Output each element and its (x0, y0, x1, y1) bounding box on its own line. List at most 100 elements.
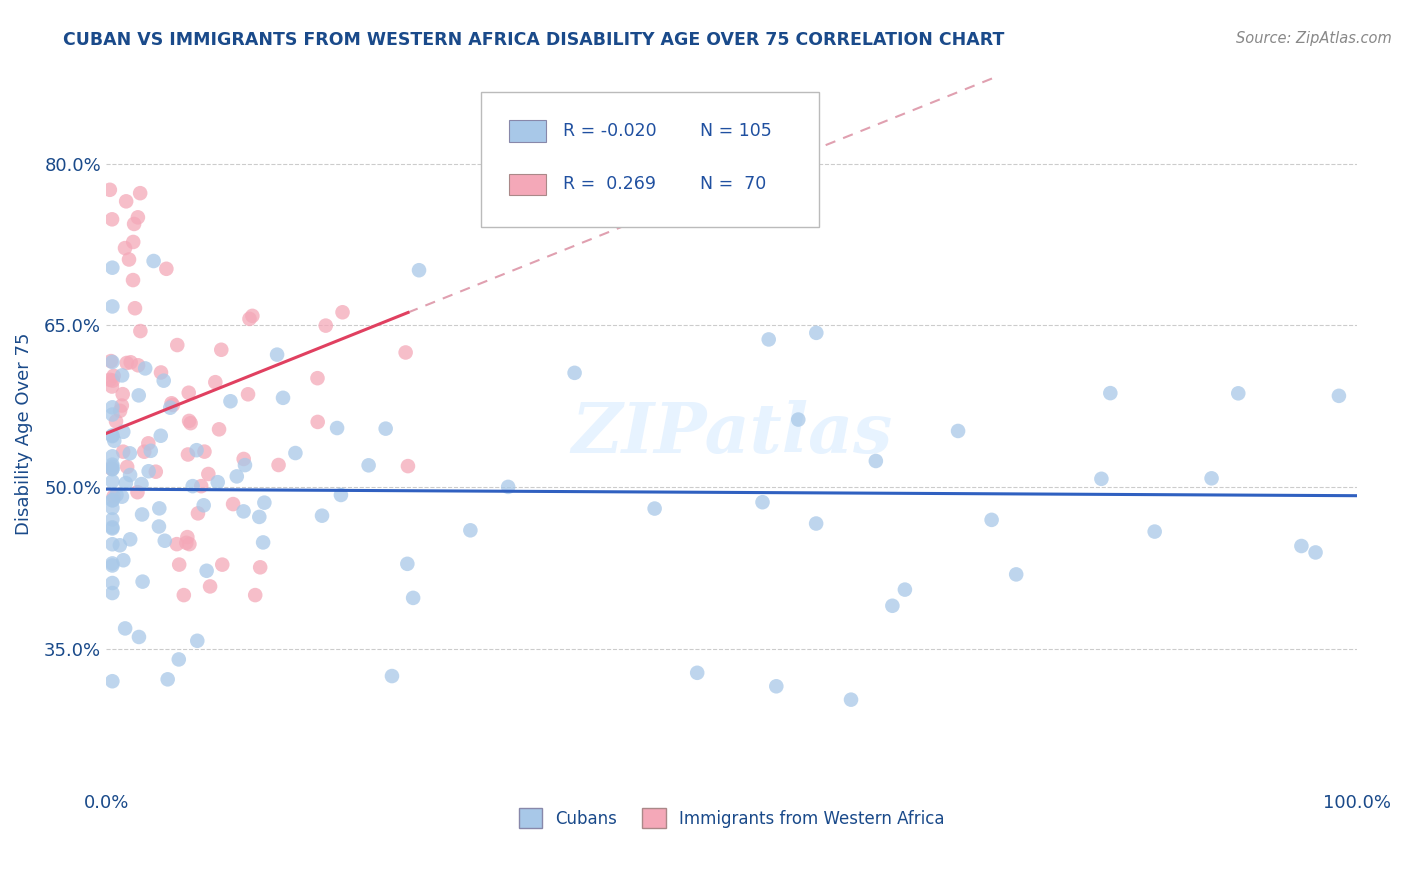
Point (1327, 389, 1350, 403)
Point (167, 558, 190, 572)
Point (115, 459, 138, 474)
Point (98, 183, 121, 197)
Point (160, 396, 183, 410)
Point (156, 673, 179, 687)
Point (100, 461, 122, 475)
Point (128, 630, 150, 644)
Point (129, 186, 152, 201)
Point (894, 582, 917, 597)
Point (232, 452, 254, 467)
Point (112, 425, 135, 439)
Point (101, 520, 124, 534)
Point (204, 375, 226, 389)
Point (138, 464, 160, 478)
Point (101, 458, 124, 472)
Point (311, 508, 333, 523)
Point (115, 194, 138, 209)
Point (166, 537, 188, 551)
Point (134, 361, 156, 376)
Point (101, 521, 124, 535)
Point (101, 450, 124, 464)
Point (396, 459, 419, 474)
Point (101, 576, 124, 591)
Point (225, 469, 247, 483)
Point (307, 371, 329, 385)
Point (326, 421, 349, 435)
Point (114, 622, 136, 636)
Point (252, 535, 274, 549)
Point (153, 533, 176, 548)
Point (101, 355, 124, 369)
Point (120, 533, 142, 547)
Point (177, 414, 200, 428)
Point (115, 476, 138, 491)
Point (101, 374, 124, 388)
Point (1305, 545, 1327, 559)
Point (103, 434, 125, 448)
Point (101, 401, 124, 415)
Point (114, 241, 136, 255)
Point (129, 324, 152, 338)
Point (101, 429, 124, 443)
Point (101, 260, 124, 275)
Point (101, 408, 124, 422)
Point (307, 415, 329, 429)
Point (806, 326, 828, 340)
Point (150, 366, 173, 380)
Point (101, 462, 124, 476)
Legend: Cubans, Immigrants from Western Africa: Cubans, Immigrants from Western Africa (512, 802, 950, 834)
Point (112, 444, 135, 458)
Point (118, 252, 141, 267)
Point (177, 385, 200, 400)
Point (127, 359, 149, 373)
Point (198, 579, 221, 593)
Point (209, 343, 232, 357)
Point (148, 519, 170, 533)
Point (127, 211, 149, 225)
Point (148, 501, 170, 516)
Point (374, 422, 396, 436)
Point (193, 498, 215, 512)
Point (315, 318, 337, 333)
Point (122, 273, 145, 287)
Point (238, 311, 260, 326)
FancyBboxPatch shape (509, 174, 547, 194)
Point (1090, 472, 1112, 486)
Point (187, 507, 209, 521)
Point (101, 586, 124, 600)
Point (115, 356, 138, 370)
Point (131, 508, 153, 522)
Point (122, 217, 145, 231)
Point (101, 459, 124, 474)
Point (101, 462, 124, 476)
Text: R =  0.269: R = 0.269 (562, 175, 655, 194)
Point (195, 564, 218, 578)
Point (186, 633, 208, 648)
Point (101, 212, 124, 227)
Point (253, 496, 276, 510)
Point (101, 428, 124, 442)
Point (332, 305, 354, 319)
Point (266, 348, 288, 362)
Point (101, 379, 124, 393)
Point (101, 512, 124, 526)
Text: Source: ZipAtlas.com: Source: ZipAtlas.com (1236, 31, 1392, 46)
Point (152, 374, 174, 388)
Point (765, 679, 787, 693)
Point (98, 373, 121, 387)
Point (120, 468, 142, 483)
Point (111, 490, 134, 504)
Point (236, 387, 259, 401)
Point (758, 333, 780, 347)
Point (460, 524, 482, 538)
Text: N =  70: N = 70 (700, 175, 766, 194)
Point (787, 412, 810, 426)
Text: ZIPatlas: ZIPatlas (571, 400, 893, 467)
Point (686, 665, 709, 680)
Point (145, 465, 167, 479)
Point (211, 558, 233, 572)
Point (1099, 386, 1122, 401)
Point (395, 345, 418, 359)
Point (101, 493, 124, 508)
Point (101, 558, 124, 573)
